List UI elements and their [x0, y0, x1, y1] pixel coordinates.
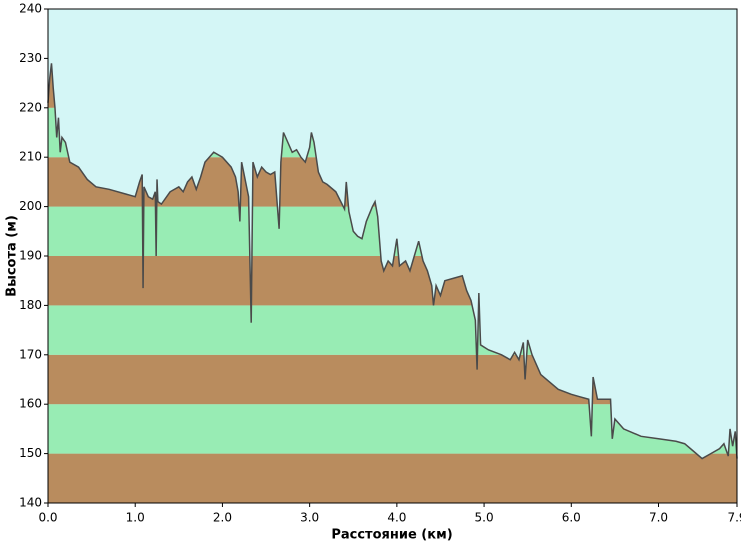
y-tick-label: 200: [19, 199, 42, 213]
y-tick-label: 210: [19, 150, 42, 164]
elevation-line: [47, 63, 738, 460]
x-tick-label: 1.0: [126, 511, 145, 525]
x-tick-label: 3.0: [300, 511, 319, 525]
y-tick-label: 180: [19, 298, 42, 312]
y-tick-label: 150: [19, 446, 42, 460]
y-axis-label: Высота (м): [5, 215, 20, 297]
x-tick-label: 0.0: [38, 511, 57, 525]
elevation-band: [48, 453, 737, 503]
x-tick-label: 2.0: [213, 511, 232, 525]
y-tick-label: 140: [19, 496, 42, 510]
x-axis-label: Расстояние (км): [331, 528, 452, 543]
x-tick-label: 7.9: [727, 511, 741, 525]
x-tick-label: 5.0: [475, 511, 494, 525]
x-tick-label: 4.0: [387, 511, 406, 525]
x-tick-label: 7.0: [649, 511, 668, 525]
y-tick-label: 190: [19, 249, 42, 263]
y-tick-label: 240: [19, 2, 42, 16]
y-tick-label: 230: [19, 51, 42, 65]
y-tick-label: 160: [19, 397, 42, 411]
y-tick-label: 170: [19, 347, 42, 361]
x-tick-label: 6.0: [562, 511, 581, 525]
y-tick-label: 220: [19, 100, 42, 114]
